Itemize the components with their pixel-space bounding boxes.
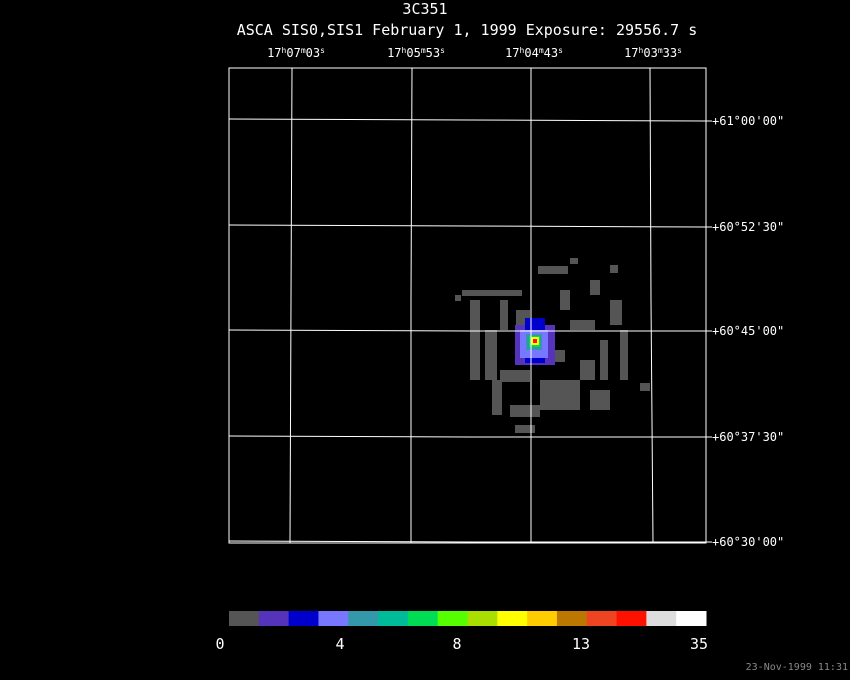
colorbar-segment — [407, 611, 439, 626]
dec-label: +60°45'00" — [712, 324, 784, 338]
ra-unit: h — [402, 46, 407, 55]
colorbar-label: 35 — [690, 635, 708, 653]
ra-value: 17 — [505, 46, 519, 60]
axis-labels: 17h07m03s 17h05m53s 17h04m43s 17h03m33s+61°… — [267, 46, 784, 549]
dec-label: +60°30'00" — [712, 535, 784, 549]
colorbar-segment — [437, 611, 468, 626]
colorbar-segment — [527, 611, 558, 626]
colorbar-segment — [556, 611, 588, 626]
ra-unit: h — [520, 46, 525, 55]
colorbar-segment — [378, 611, 409, 626]
ra-unit: m — [301, 46, 306, 55]
ra-unit: h — [639, 46, 644, 55]
ra-label: 17h04m43s — [505, 46, 563, 60]
ra-value: 33 — [663, 46, 677, 60]
ra-value: 05 — [406, 46, 420, 60]
ra-unit: s — [320, 46, 325, 55]
ra-label: 17h07m03s — [267, 46, 325, 60]
dec-label: +60°52'30" — [712, 220, 784, 234]
dec-label: +60°37'30" — [712, 430, 784, 444]
colorbar-segment — [467, 611, 498, 626]
ra-unit: h — [282, 46, 287, 55]
ra-value: 07 — [286, 46, 300, 60]
ra-label: 17h05m53s — [387, 46, 445, 60]
colorbar-label: 0 — [215, 635, 224, 653]
ra-unit: m — [421, 46, 426, 55]
ra-unit: m — [658, 46, 663, 55]
colorbar-segment — [497, 611, 528, 626]
ra-unit: s — [677, 46, 682, 55]
timestamp: 23-Nov-1999 11:31 — [746, 662, 848, 673]
ra-value: 17 — [624, 46, 638, 60]
colorbar-label: 4 — [335, 635, 344, 653]
colorbar-segment — [288, 611, 319, 626]
ra-value: 17 — [387, 46, 401, 60]
colorbar-segment — [676, 611, 707, 626]
source — [515, 318, 555, 365]
colorbar-segment — [646, 611, 677, 626]
colorbar-label: 8 — [452, 635, 461, 653]
colorbar-segment — [229, 611, 260, 626]
colorbar-segment — [258, 611, 290, 626]
colorbar-label: 13 — [572, 635, 590, 653]
ra-value: 43 — [544, 46, 558, 60]
ra-value: 04 — [524, 46, 538, 60]
colorbar-segment — [586, 611, 618, 626]
ra-value: 17 — [267, 46, 281, 60]
dec-label: +61°00'00" — [712, 114, 784, 128]
ra-value: 03 — [306, 46, 320, 60]
colorbar-segment — [348, 611, 379, 626]
ra-unit: s — [558, 46, 563, 55]
ra-label: 17h03m33s — [624, 46, 682, 60]
ra-unit: s — [440, 46, 445, 55]
colorbar: 0 4 8 13 35 — [215, 611, 708, 653]
title: 3C351 — [402, 0, 447, 18]
colorbar-segment — [318, 611, 349, 626]
colorbar-segment — [616, 611, 647, 626]
coordinate-grid — [228, 67, 707, 544]
ra-unit: m — [539, 46, 544, 55]
ra-value: 03 — [643, 46, 657, 60]
subtitle: ASCA SIS0,SIS1 February 1, 1999 Exposure… — [237, 21, 698, 39]
ra-value: 53 — [426, 46, 440, 60]
